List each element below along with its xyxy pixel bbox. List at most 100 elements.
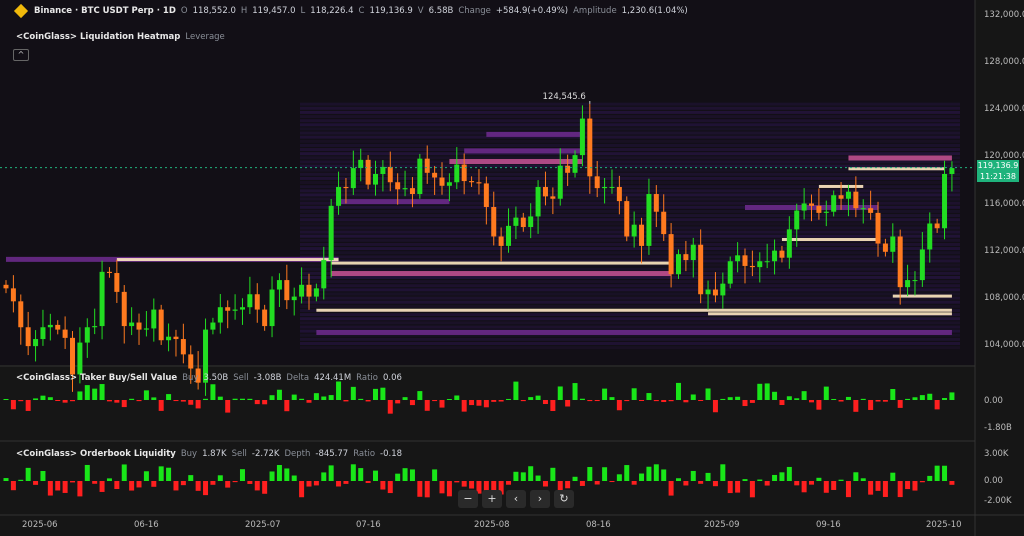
candle-body — [306, 284, 312, 297]
orderbook-bar — [786, 466, 792, 481]
orderbook-bar — [417, 481, 423, 497]
heatmap-cell — [300, 197, 960, 201]
l-label: L — [300, 6, 306, 16]
taker-bar — [786, 396, 792, 400]
orderbook-bar — [25, 467, 31, 481]
heatmap-cell — [300, 156, 960, 160]
taker-buy: 3.50B — [203, 373, 229, 383]
orderbook-bar — [47, 481, 53, 496]
candle-body — [506, 225, 512, 246]
h-label: H — [240, 6, 248, 16]
candle-body — [106, 271, 112, 274]
orderbook-bar — [565, 481, 571, 489]
taker-bar — [276, 389, 282, 400]
time-tick: 07-16 — [356, 520, 381, 530]
orderbook-bar — [343, 481, 349, 484]
heatmap-cell — [300, 238, 960, 242]
candle-body — [432, 172, 438, 178]
taker-bar — [764, 383, 770, 400]
v-label: V — [417, 6, 424, 16]
time-tick: 2025-10 — [926, 520, 962, 530]
candle-body — [882, 243, 888, 252]
candle-body — [668, 234, 674, 275]
taker-bar — [483, 400, 489, 408]
candle-body — [831, 195, 837, 212]
taker-bar — [461, 400, 467, 412]
taker-bar — [757, 383, 763, 400]
scroll-right-button[interactable]: › — [530, 490, 550, 508]
heatmap-cell — [300, 218, 960, 222]
taker-bar — [845, 396, 851, 400]
symbol-title[interactable]: Binance · BTC USDT Perp · 1D — [34, 6, 176, 16]
liquidation-band — [848, 167, 945, 171]
candle-body — [616, 186, 622, 202]
liquidation-band — [892, 294, 952, 298]
scroll-left-button[interactable]: ‹ — [506, 490, 526, 508]
orderbook-bar — [350, 464, 356, 481]
candle-body — [942, 173, 948, 229]
orderbook-bar — [203, 481, 209, 496]
price-tick: 104,000.0 — [984, 340, 1024, 351]
collapse-button[interactable]: ^ — [13, 49, 29, 61]
orderbook-bar — [409, 469, 415, 481]
candle-body — [912, 280, 918, 282]
candle-body — [358, 159, 364, 169]
orderbook-bar — [845, 481, 851, 498]
orderbook-bar — [794, 481, 800, 486]
candle-body — [343, 186, 349, 189]
taker-title[interactable]: <CoinGlass> Taker Buy/Sell Value — [16, 373, 178, 383]
orderbook-title[interactable]: <CoinGlass> Orderbook Liquidity — [16, 449, 176, 459]
candle-body — [380, 166, 386, 174]
zoom-in-button[interactable]: + — [482, 490, 502, 508]
taker-bar — [77, 391, 83, 400]
heatmap-cell — [300, 300, 960, 304]
zoom-out-button[interactable]: − — [458, 490, 478, 508]
candle-body — [528, 216, 534, 228]
reset-button[interactable]: ↻ — [554, 490, 574, 508]
orderbook-bar — [299, 481, 305, 498]
candle-body — [890, 236, 896, 252]
taker-bar — [572, 383, 578, 400]
open-value: 118,552.0 — [192, 6, 236, 16]
orderbook-bar — [934, 465, 940, 481]
taker-bar — [70, 400, 76, 402]
orderbook-bar — [572, 476, 578, 481]
taker-bar — [395, 400, 401, 404]
candle-body — [801, 203, 807, 211]
candle-body — [3, 284, 9, 289]
candle-body — [284, 280, 290, 301]
price-tick: 108,000.0 — [984, 292, 1024, 303]
taker-bar — [439, 400, 445, 408]
heatmap-cell — [300, 176, 960, 180]
heatmap-cell — [300, 230, 960, 234]
candle-body — [927, 223, 933, 250]
orderbook-bar — [919, 481, 925, 483]
orderbook-bar — [18, 479, 24, 481]
taker-delta: 424.41M — [314, 373, 352, 383]
ob-axis-1: 0.00 — [984, 476, 1003, 486]
heatmap-cell — [300, 325, 960, 329]
price-tick: 120,000.0 — [984, 151, 1024, 162]
orderbook-bar — [542, 481, 548, 487]
orderbook-bar — [358, 468, 364, 481]
taker-bar — [698, 400, 704, 402]
orderbook-bar — [129, 481, 135, 491]
orderbook-bar — [498, 481, 504, 495]
candle-body — [483, 183, 489, 207]
heatmap-cell — [300, 205, 960, 209]
liquidation-band — [116, 258, 339, 262]
orderbook-bar — [55, 481, 61, 491]
taker-bar — [55, 400, 61, 402]
ob-axis-2: -2.00K — [984, 496, 1012, 506]
orderbook-bar — [735, 481, 741, 493]
candle-body — [550, 196, 556, 199]
price-tick: 128,000.0 — [984, 57, 1024, 68]
ob-sell: -2.72K — [251, 449, 280, 459]
orderbook-bar — [764, 481, 770, 486]
heatmap-title[interactable]: <CoinGlass> Liquidation Heatmap — [16, 32, 181, 42]
taker-bar — [306, 400, 312, 403]
candle-body — [84, 327, 90, 343]
liquidation-band — [708, 312, 952, 316]
taker-bar — [868, 400, 874, 410]
